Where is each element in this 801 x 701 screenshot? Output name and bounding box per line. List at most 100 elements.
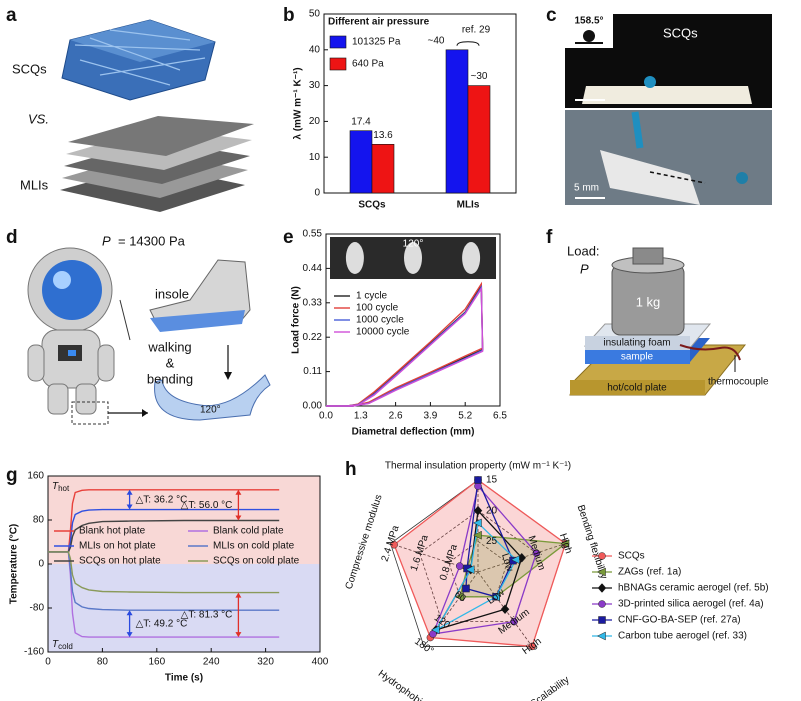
marker [500,604,510,615]
x-tick-label: MLIs [457,200,480,211]
label: SCQs [663,25,698,40]
y-tick-label: 0 [38,559,44,570]
y-tick-label: 0.33 [303,297,323,308]
pressure-symbol: P [580,261,589,276]
panel-label: e [283,227,294,248]
series-line [326,281,484,407]
specimen [345,242,364,274]
y-tick-label: -160 [24,647,44,658]
plot-frame [47,475,321,653]
label: insulating foam [603,338,670,349]
legend-label: Carbon tube aerogel (ref. 33) [618,631,747,642]
x-tick-label: 1.3 [354,411,368,422]
illustration-c: 158.5° SCQs 5 mm [565,14,772,205]
specimen [404,242,422,274]
y-axis-label: Load force (N) [291,286,302,354]
marker [473,505,483,516]
annotation: △T: 49.2 °C [136,618,188,629]
legend-label: SCQs on hot plate [79,556,161,567]
tick-label: 15 [486,475,498,486]
legend-label: 640 Pa [352,59,384,70]
illustration-d: P = 14300 Pa insole walking & bending 12… [27,233,271,425]
legend-swatch [329,57,347,71]
weight-handle [632,247,664,265]
arrow-head [142,409,148,417]
value-label: ~40 [428,35,445,46]
axis-name: Hydrophobicity [376,668,436,701]
insole [150,310,245,332]
marker [465,565,475,575]
x-tick-label: 2.6 [389,411,403,422]
label: insole [155,286,189,301]
y-tick-label: 80 [33,515,45,526]
series-line [326,286,484,407]
droplet-icon [583,30,595,42]
layer [68,116,254,156]
marker [472,518,482,528]
panel-label: a [6,5,17,26]
symbol: T [52,481,59,492]
legend-label: Blank cold plate [213,526,284,537]
annotation: △T: 36.2 °C [136,494,188,505]
panel-label: f [546,227,553,248]
panel-label: b [283,5,295,26]
light [68,350,76,356]
plot-frame [325,233,501,407]
marker [596,567,606,577]
axis-name: Thermal insulation property (mW m⁻¹ K⁻¹) [385,461,571,472]
illustration-f: Load: P 1 kg insulating foam sample ther… [567,243,769,396]
x-tick-label: 6.5 [493,411,507,422]
label: Load: [567,243,600,258]
annotation: Thot [52,481,70,493]
x-tick-label: 3.9 [423,411,437,422]
tick-label: 25 [486,536,498,547]
panel-label: g [6,465,18,486]
arm [97,344,115,382]
subscript: cold [58,642,73,651]
water-jet [631,111,644,149]
label: 1 kg [636,294,661,309]
sample [600,150,700,205]
label: MLIs [20,177,49,192]
y-tick-label: 30 [309,80,321,91]
bent-insole [154,374,271,421]
bar [371,144,395,194]
label: bending [147,371,193,386]
fiber [74,29,206,86]
specimen [462,242,481,274]
x-axis-label: Time (s) [165,673,203,684]
legend-label: 100 cycle [356,303,399,314]
leg [47,383,69,415]
legend-label: Blank hot plate [79,526,146,537]
annotation: Tcold [52,639,73,651]
annotation: ref. 29 [462,24,491,35]
droplet [736,172,748,184]
droplet [644,76,656,88]
brace [456,41,480,46]
legend-label: 101325 Pa [352,37,401,48]
marker [597,583,607,593]
series-line [326,284,484,407]
x-tick-label: 0 [45,657,51,668]
marker [454,592,464,602]
thermocouple [679,344,741,361]
legend-label: CNF-GO-BA-SEP (ref. 27a) [618,615,741,626]
legend-title: Different air pressure [328,17,430,28]
contact-angle: 158.5° [574,16,603,27]
arrow-head [126,489,133,510]
y-tick-label: 50 [309,9,321,20]
arrow-head [224,372,232,380]
marker [598,616,606,624]
marker [560,539,570,548]
symbol: T [52,639,59,650]
y-tick-label: 0.55 [303,229,323,240]
x-tick-label: 400 [312,657,329,668]
legend-label: ZAGs (ref. 1a) [618,567,681,578]
marker [490,592,500,602]
x-tick-label: 240 [203,657,220,668]
legend-label: hBNAGs ceramic aerogel (ref. 5b) [618,583,769,594]
marker [596,631,606,641]
x-tick-label: SCQs [358,200,386,211]
plot-frame [323,13,517,194]
